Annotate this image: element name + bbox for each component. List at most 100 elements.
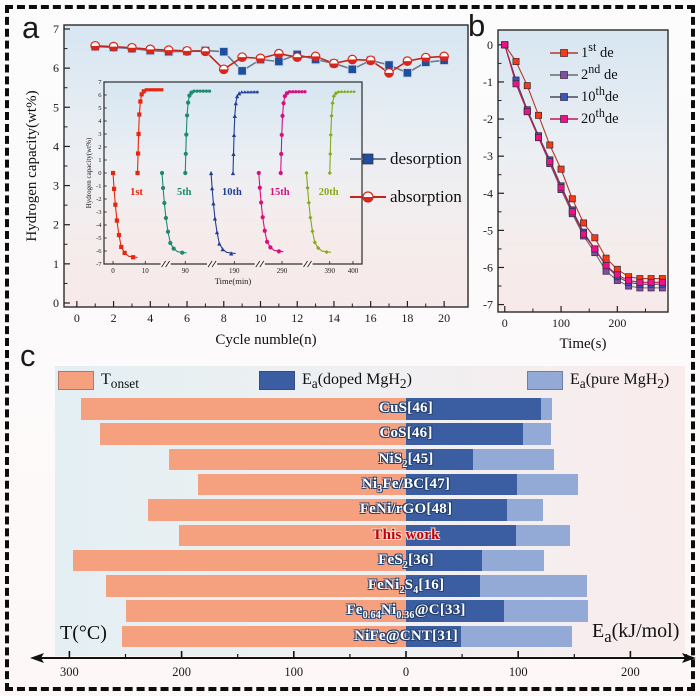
bar-category-label: NiFe@CNT[31] — [354, 627, 458, 644]
svg-text:-4: -4 — [96, 222, 102, 229]
svg-text:10th: 10th — [222, 187, 242, 198]
svg-text:8: 8 — [221, 311, 227, 325]
ea-pure-bar — [460, 625, 573, 648]
legend-entry: 2nd de — [550, 61, 619, 86]
panel-a-letter: a — [22, 10, 40, 45]
panel-c-axis: 300 200 100 0 100 200 — [30, 651, 696, 679]
ea-pure-swatch — [527, 370, 563, 390]
ea-doped-bar — [406, 473, 518, 496]
ea-doped-bar — [406, 423, 523, 445]
svg-text:-3: -3 — [483, 149, 493, 163]
legend-marker-icon — [550, 93, 578, 101]
svg-text:-6: -6 — [483, 260, 493, 274]
legend-entry: 10thde — [550, 85, 619, 108]
legend-marker-icon — [350, 191, 386, 203]
legend-marker-icon — [550, 115, 578, 123]
ea-doped-bar — [406, 448, 474, 471]
bar-category-label: FeNi/rGO[48] — [359, 501, 453, 518]
bar-category-label: FeS2[36] — [378, 551, 434, 571]
ea-doped-swatch — [259, 370, 295, 390]
svg-text:0: 0 — [111, 267, 115, 275]
tonset-bar — [122, 625, 406, 648]
svg-text:-5: -5 — [483, 223, 493, 237]
svg-text:200: 200 — [621, 665, 640, 679]
svg-text:6: 6 — [53, 61, 59, 75]
svg-text:-2: -2 — [483, 112, 493, 126]
tonset-bar — [72, 549, 406, 572]
tonset-bar — [125, 600, 406, 622]
legend-entry: absorption — [350, 178, 462, 216]
tonset-bar — [169, 448, 406, 471]
panel-c-right-axis-label: Ea(kJ/mol) — [592, 620, 680, 646]
tonset-label: Tonset — [101, 371, 139, 392]
svg-text:16: 16 — [365, 311, 377, 325]
bar-category-label: This work — [372, 526, 440, 543]
svg-text:6: 6 — [184, 311, 190, 325]
panel-c-left-axis-label: T(°C) — [60, 622, 107, 644]
legend-entry: 1st de — [550, 39, 619, 64]
svg-text:Time(min): Time(min) — [215, 276, 252, 286]
ea-pure-label: Ea(pure MgH2) — [570, 371, 670, 392]
bar-category-label: CoS[46] — [379, 425, 433, 442]
legend-marker-icon — [550, 71, 578, 79]
svg-text:20th: 20th — [319, 187, 339, 198]
tonset-bar — [80, 398, 406, 420]
tonset-swatch — [58, 370, 94, 390]
ea-pure-bar — [522, 423, 551, 445]
svg-text:-1: -1 — [96, 183, 101, 190]
panel-a-yaxis-label: Hydrogen capacity(wt%) — [24, 90, 40, 242]
svg-text:15th: 15th — [270, 187, 290, 198]
panel-c-plot-area: Tonset Ea(doped MgH2) Ea(pure MgH2) CuS[… — [55, 366, 685, 656]
panel-c-legend-ea-doped: Ea(doped MgH2) — [259, 370, 412, 390]
svg-text:3: 3 — [98, 131, 101, 138]
ea-pure-bar — [473, 448, 555, 471]
svg-text:1: 1 — [53, 257, 59, 271]
svg-text:100: 100 — [552, 316, 570, 330]
svg-text:100: 100 — [284, 665, 303, 679]
tonset-bar — [106, 575, 406, 597]
svg-text:1st: 1st — [130, 187, 143, 198]
ea-pure-bar — [517, 473, 578, 496]
svg-text:7: 7 — [53, 22, 59, 36]
svg-text:-4: -4 — [483, 186, 493, 200]
svg-text:7: 7 — [98, 79, 102, 86]
svg-text:2: 2 — [111, 311, 117, 325]
svg-text:-7: -7 — [96, 261, 102, 268]
ea-pure-bar — [540, 398, 552, 420]
panel-b-letter: b — [468, 8, 486, 43]
svg-text:5th: 5th — [177, 187, 192, 198]
panel-c-letter: c — [20, 338, 36, 373]
ea-doped-bar — [406, 549, 483, 572]
tonset-bar — [99, 423, 406, 445]
svg-text:4: 4 — [147, 311, 153, 325]
svg-text:300: 300 — [60, 665, 79, 679]
ea-doped-bar — [406, 625, 461, 648]
svg-text:100: 100 — [509, 665, 528, 679]
tonset-bar — [198, 473, 406, 496]
ea-pure-bar — [506, 499, 543, 521]
svg-text:6: 6 — [98, 92, 102, 99]
bar-category-label: NiS2[45] — [378, 450, 434, 470]
legend-entry-label: 1st de — [581, 39, 614, 61]
panel-a-inset-kinetics-chart: -7 -6 -5 -4 -3 -2 -1 0 1 2 3 4 5 6 7 0 10 90 190 290 390 400 T… — [85, 79, 363, 286]
ea-doped-bar — [406, 524, 516, 546]
legend-marker-icon — [350, 153, 386, 165]
ea-doped-label: Ea(doped MgH2) — [302, 371, 412, 392]
panel-a-legend: desorption absorption — [350, 140, 462, 216]
svg-text:2: 2 — [53, 218, 59, 232]
svg-text:0: 0 — [98, 170, 101, 177]
legend-entry-label: 2nd de — [581, 61, 618, 83]
svg-text:14: 14 — [328, 311, 340, 325]
svg-text:0: 0 — [403, 665, 409, 679]
svg-text:10: 10 — [142, 267, 150, 275]
ea-doped-bar — [406, 499, 507, 521]
svg-text:18: 18 — [401, 311, 413, 325]
svg-text:2: 2 — [98, 144, 101, 151]
ea-pure-bar — [515, 524, 570, 546]
bar-category-label: Ni3Fe/BC[47] — [361, 475, 451, 495]
svg-text:12: 12 — [291, 311, 303, 325]
svg-text:290: 290 — [277, 267, 288, 275]
ea-pure-bar — [480, 575, 587, 597]
legend-entry: 20thde — [550, 107, 619, 130]
